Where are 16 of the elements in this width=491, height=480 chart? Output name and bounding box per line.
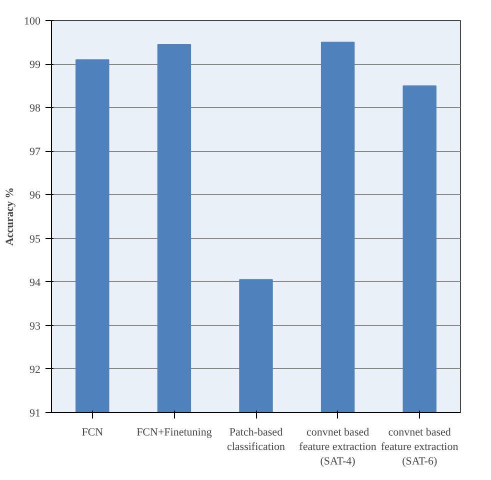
y-tick-label: 91	[30, 408, 40, 420]
y-tick-label: 100	[24, 16, 41, 28]
x-tick-label: FCN+Finetuning	[136, 426, 212, 438]
y-tick-label: 96	[30, 190, 41, 202]
y-tick-label: 93	[30, 320, 41, 332]
x-tick-label: Patch-based classification	[226, 426, 286, 453]
y-tick-label: 97	[30, 146, 41, 158]
y-tick-label: 94	[30, 276, 41, 289]
x-tick-label: FCN	[82, 426, 104, 438]
y-tick-label: 95	[30, 233, 41, 246]
y-axis-title: Accuracy %	[4, 187, 16, 246]
y-tick-label: 99	[30, 59, 41, 72]
x-tick-label: convnet based feature extraction (SAT-4)	[299, 426, 377, 468]
y-tick-label: 92	[30, 364, 40, 376]
x-tick-label: convnet based feature extraction (SAT-6)	[380, 426, 459, 468]
y-tick-label: 98	[30, 102, 41, 115]
